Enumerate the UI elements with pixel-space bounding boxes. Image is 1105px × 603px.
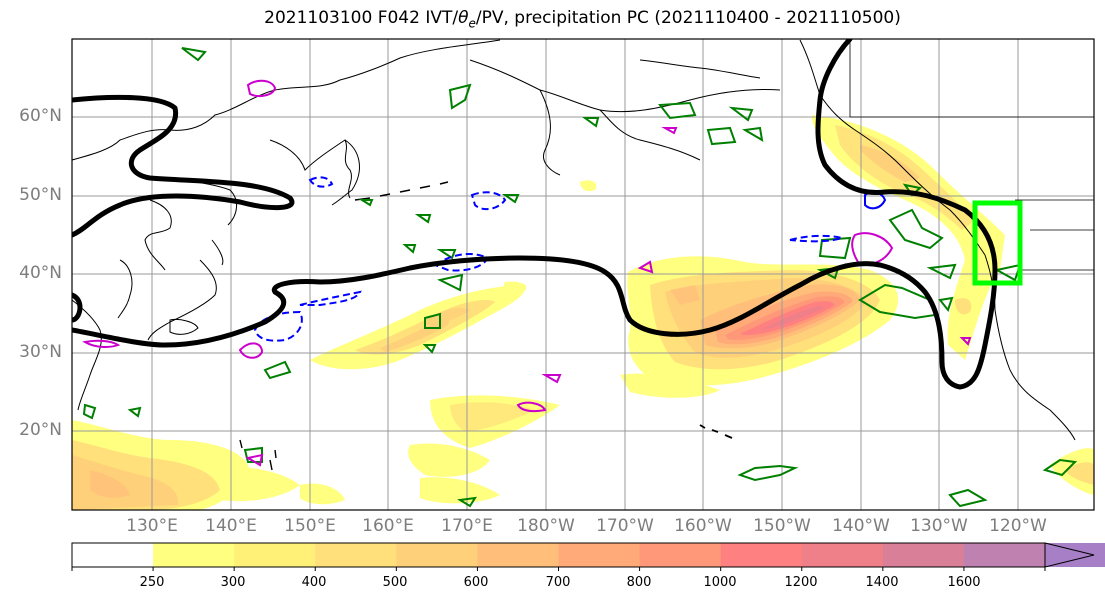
colorbar-label-300: 300: [220, 575, 246, 590]
colorbar-label-800: 800: [626, 575, 652, 590]
colorbar-label-1400: 1400: [865, 575, 899, 590]
lon-label-170e: 170°E: [441, 516, 493, 536]
lat-label-30n: 30°N: [19, 342, 62, 362]
plot-frame: [71, 38, 1095, 511]
colorbar-label-250: 250: [139, 575, 165, 590]
ivt-region-coastal: [811, 115, 1005, 360]
lat-label-50n: 50°N: [19, 185, 62, 205]
colorbar-bin: [153, 543, 235, 567]
colorbar-label-1600: 1600: [947, 575, 981, 590]
coastlines: [72, 39, 1094, 471]
colorbar-bin: [558, 543, 641, 567]
green-contours: [82, 47, 1078, 508]
lon-label-120w: 120°W: [989, 516, 1047, 536]
colorbar-label-1000: 1000: [703, 575, 737, 590]
colorbar-bin: [315, 543, 397, 567]
colorbar-bin: [882, 543, 965, 567]
colorbar: [71, 542, 1105, 571]
colorbar-label-700: 700: [545, 575, 571, 590]
lon-label-150w: 150°W: [753, 516, 811, 536]
pv-streamer: [72, 39, 998, 390]
colorbar-bin: [720, 543, 803, 567]
colorbar-bin-below: [72, 543, 154, 567]
lat-label-60n: 60°N: [19, 106, 62, 126]
lon-label-160w: 160°W: [674, 516, 732, 536]
colorbar-label-400: 400: [301, 575, 327, 590]
lon-label-170w: 170°W: [596, 516, 654, 536]
lon-label-130w: 130°W: [910, 516, 968, 536]
lat-label-40n: 40°N: [19, 263, 62, 283]
colorbar-label-1200: 1200: [784, 575, 818, 590]
target-box: [972, 200, 1023, 286]
colorbar-bin: [963, 543, 1046, 567]
lat-label-20n: 20°N: [19, 420, 62, 440]
lon-label-160e: 160°E: [362, 516, 414, 536]
lon-label-130e: 130°E: [126, 516, 178, 536]
colorbar-label-600: 600: [463, 575, 489, 590]
magenta-contours: [82, 79, 972, 467]
lon-label-150e: 150°E: [284, 516, 336, 536]
colorbar-bin: [396, 543, 478, 567]
colorbar-bin: [234, 543, 316, 567]
map-title: 2021103100 F042 IVT/θe/PV, precipitation…: [264, 8, 901, 31]
colorbar-bin: [639, 543, 722, 567]
colorbar-bin: [801, 543, 884, 567]
lon-label-180w: 180°W: [517, 516, 575, 536]
colorbar-bin: [477, 543, 559, 567]
ivt-shading: [72, 115, 1094, 510]
colorbar-label-500: 500: [382, 575, 408, 590]
lon-label-140e: 140°E: [205, 516, 257, 536]
lon-label-140w: 140°W: [832, 516, 890, 536]
graticule: [72, 39, 1094, 510]
